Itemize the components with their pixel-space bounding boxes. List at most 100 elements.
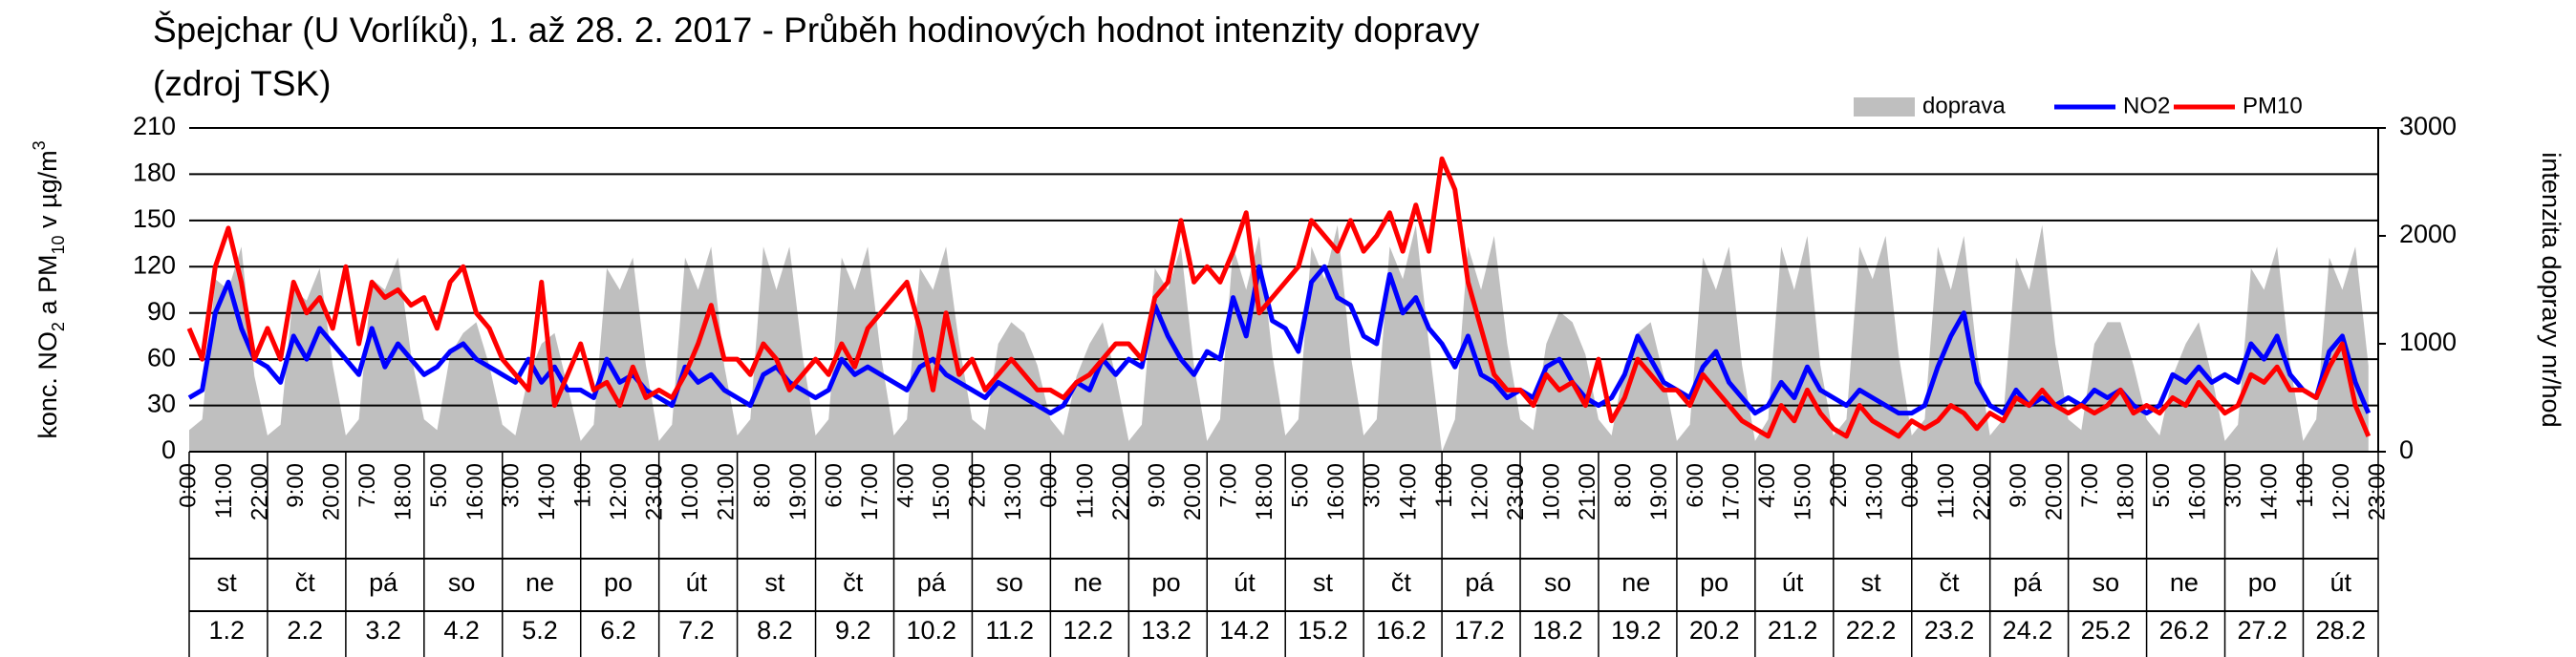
- x-tick-label: 12:00: [2329, 463, 2354, 520]
- day-label: st: [1861, 568, 1882, 597]
- y-axis-title-part: 2: [49, 322, 68, 331]
- day-label: st: [764, 568, 785, 597]
- x-tick-label: 2:00: [965, 463, 991, 508]
- day-label: čt: [843, 568, 864, 597]
- x-tick-label: 23:00: [1503, 463, 1529, 520]
- x-tick-label: 1:00: [1431, 463, 1457, 508]
- x-tick-label: 22:00: [1108, 463, 1134, 520]
- x-tick-label: 15:00: [1790, 463, 1815, 520]
- day-label: ne: [1074, 568, 1103, 597]
- x-tick-label: 16:00: [462, 463, 488, 520]
- date-label: 19.2: [1611, 616, 1662, 645]
- y2-tick-label: 3000: [2399, 112, 2457, 140]
- day-label: pá: [369, 568, 398, 597]
- day-label: ne: [1621, 568, 1650, 597]
- x-tick-label: 7:00: [2077, 463, 2103, 508]
- line: [186, 156, 2372, 439]
- y2-tick-label: 1000: [2399, 328, 2457, 356]
- date-label: 23.2: [1924, 616, 1975, 645]
- x-tick-label: 7:00: [354, 463, 380, 508]
- day-label: po: [1700, 568, 1728, 597]
- y2-tick-label: 0: [2399, 435, 2414, 464]
- x-tick-label: 9:00: [2006, 463, 2031, 508]
- day-label: čt: [295, 568, 316, 597]
- legend-label: NO2: [2123, 93, 2170, 118]
- x-tick-label: 19:00: [785, 463, 811, 520]
- day-label: st: [217, 568, 238, 597]
- date-label: 6.2: [600, 616, 636, 645]
- x-tick-label: 18:00: [391, 463, 417, 520]
- y-axis-title-part: 10: [49, 235, 68, 254]
- y2-axis-title: intenzita dopravy nr/hod: [2537, 152, 2565, 427]
- x-tick-label: 23:00: [642, 463, 668, 520]
- day-label: ne: [2170, 568, 2199, 597]
- date-label: 24.2: [2003, 616, 2053, 645]
- date-label: 7.2: [678, 616, 715, 645]
- y2-tick-label: 2000: [2399, 220, 2457, 248]
- x-tick-label: 12:00: [606, 463, 632, 520]
- x-tick-label: 5:00: [426, 463, 452, 508]
- date-label: 20.2: [1689, 616, 1740, 645]
- x-tick-label: 22:00: [247, 463, 272, 520]
- x-tick-label: 21:00: [714, 463, 740, 520]
- day-label: so: [2093, 568, 2120, 597]
- day-label: pá: [2013, 568, 2043, 597]
- date-label: 22.2: [1846, 616, 1897, 645]
- day-label: čt: [1940, 568, 1961, 597]
- area: [189, 224, 2369, 452]
- x-tick-label: 21:00: [1575, 463, 1600, 520]
- x-tick-label: 11:00: [1072, 463, 1098, 519]
- x-tick-label: 0:00: [1037, 463, 1063, 508]
- x-tick-label: 0:00: [1898, 463, 1923, 508]
- date-label: 15.2: [1298, 616, 1348, 645]
- day-label: út: [1782, 568, 1804, 597]
- x-tick-label: 0:00: [175, 463, 201, 508]
- x-tick-label: 16:00: [1323, 463, 1349, 520]
- x-tick-label: 20:00: [1180, 463, 1206, 520]
- y-axis-title-part: v µg/m: [33, 150, 62, 235]
- y-tick-label: 120: [133, 250, 176, 279]
- day-label: út: [2329, 568, 2351, 597]
- legend-label: doprava: [1922, 93, 2006, 118]
- x-tick-label: 7:00: [1216, 463, 1242, 508]
- chart-title: Špejchar (U Vorlíků), 1. až 28. 2. 2017 …: [153, 11, 1480, 50]
- date-label: 27.2: [2238, 616, 2288, 645]
- x-tick-label: 12:00: [1467, 463, 1492, 520]
- x-tick-label: 20:00: [319, 463, 345, 520]
- y-axis-title-part: a PM: [33, 255, 62, 323]
- day-label: út: [686, 568, 708, 597]
- y-tick-label: 30: [147, 390, 176, 418]
- y-tick-label: 0: [161, 435, 176, 464]
- date-label: 10.2: [906, 616, 956, 645]
- date-label: 5.2: [522, 616, 558, 645]
- x-tick-label: 1:00: [569, 463, 595, 508]
- x-tick-label: 8:00: [749, 463, 775, 508]
- x-tick-label: 2:00: [1826, 463, 1852, 508]
- day-label: so: [996, 568, 1023, 597]
- x-tick-label: 22:00: [1969, 463, 1995, 520]
- date-label: 16.2: [1376, 616, 1427, 645]
- day-label: čt: [1391, 568, 1412, 597]
- x-tick-label: 19:00: [1646, 463, 1672, 520]
- y-tick-label: 150: [133, 204, 176, 233]
- date-label: 3.2: [365, 616, 401, 645]
- date-label: 26.2: [2159, 616, 2210, 645]
- x-tick-label: 9:00: [283, 463, 309, 508]
- date-label: 21.2: [1768, 616, 1818, 645]
- chart-title: (zdroj TSK): [153, 64, 331, 103]
- x-tick-label: 1:00: [2292, 463, 2318, 508]
- day-label: po: [604, 568, 633, 597]
- y-axis-title: konc. NO2 a PM10 v µg/m3: [30, 140, 68, 438]
- date-label: 12.2: [1063, 616, 1113, 645]
- x-tick-label: 6:00: [821, 463, 847, 508]
- date-label: 28.2: [2315, 616, 2366, 645]
- y-axis-title-part: 3: [30, 140, 49, 150]
- x-tick-label: 18:00: [2113, 463, 2138, 520]
- date-label: 4.2: [443, 616, 480, 645]
- x-tick-label: 4:00: [1754, 463, 1780, 508]
- x-tick-label: 16:00: [2185, 463, 2211, 520]
- x-tick-label: 15:00: [929, 463, 955, 520]
- y-axis-title-part: konc. NO: [33, 331, 62, 439]
- day-label: út: [1234, 568, 1256, 597]
